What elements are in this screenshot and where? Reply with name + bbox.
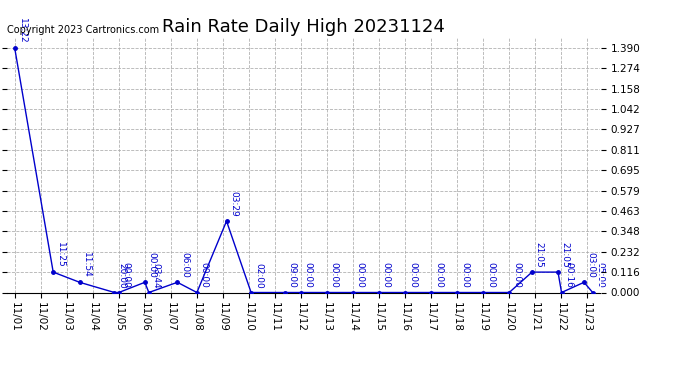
Title: Rain Rate Daily High 20231124: Rain Rate Daily High 20231124 bbox=[162, 18, 445, 36]
Text: 00:00: 00:00 bbox=[199, 262, 208, 288]
Text: 00:00: 00:00 bbox=[434, 262, 443, 288]
Text: 00:00: 00:00 bbox=[121, 262, 130, 288]
Text: 11:54: 11:54 bbox=[82, 252, 91, 278]
Text: Copyright 2023 Cartronics.com: Copyright 2023 Cartronics.com bbox=[7, 25, 159, 35]
Text: 13:22: 13:22 bbox=[17, 18, 26, 44]
Text: 00:00: 00:00 bbox=[512, 262, 521, 288]
Text: 06:00: 06:00 bbox=[180, 252, 189, 278]
Text: 03:44: 03:44 bbox=[152, 263, 161, 288]
Text: 11:25: 11:25 bbox=[56, 242, 65, 268]
Text: 21:05: 21:05 bbox=[535, 242, 544, 268]
Text: 00:00: 00:00 bbox=[486, 262, 495, 288]
Text: 03:29: 03:29 bbox=[229, 191, 238, 217]
Text: 00:00: 00:00 bbox=[356, 262, 365, 288]
Text: 00:00: 00:00 bbox=[382, 262, 391, 288]
Text: 09:00: 09:00 bbox=[288, 262, 297, 288]
Text: 00:00: 00:00 bbox=[304, 262, 313, 288]
Text: 00:00: 00:00 bbox=[408, 262, 417, 288]
Text: 03:00: 03:00 bbox=[586, 252, 595, 278]
Text: 00:00: 00:00 bbox=[148, 252, 157, 278]
Text: 00:16: 00:16 bbox=[564, 262, 573, 288]
Text: 00:00: 00:00 bbox=[330, 262, 339, 288]
Text: 05:00: 05:00 bbox=[595, 262, 604, 288]
Text: 21:05: 21:05 bbox=[561, 242, 570, 268]
Text: 00:00: 00:00 bbox=[460, 262, 469, 288]
Text: 20:00: 20:00 bbox=[117, 262, 126, 288]
Text: 02:00: 02:00 bbox=[254, 262, 263, 288]
